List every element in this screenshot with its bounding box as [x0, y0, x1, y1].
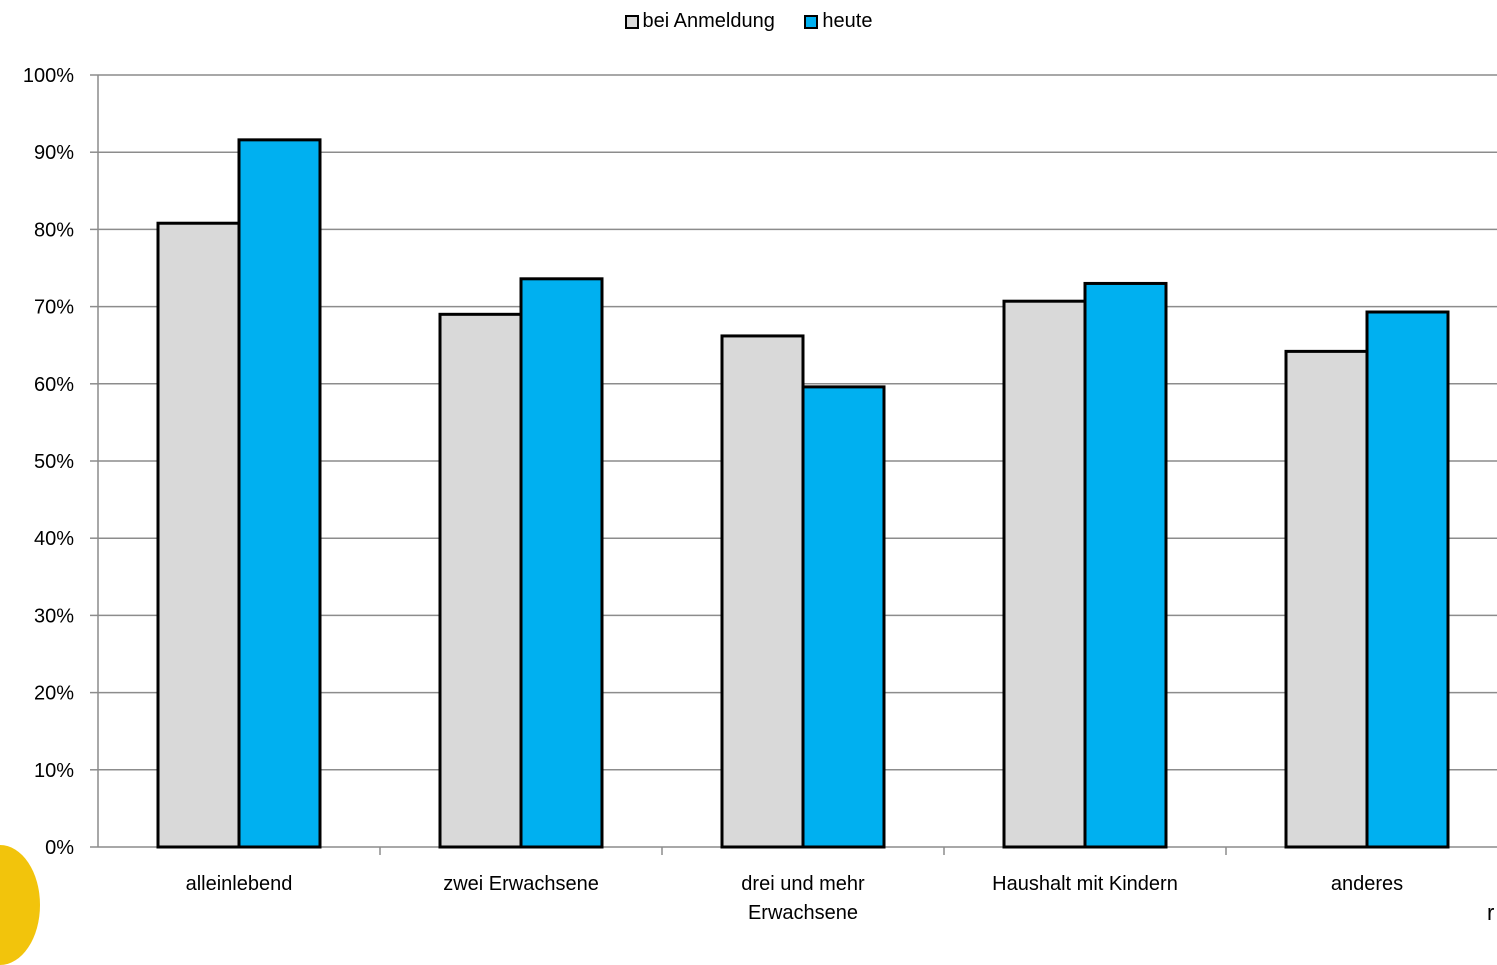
x-tick-label: alleinlebend [186, 873, 293, 895]
y-tick-label: 0% [45, 837, 74, 859]
bar [1284, 349, 1369, 849]
x-tick-label: Erwachsene [748, 902, 858, 924]
bar [1002, 299, 1087, 849]
bar [1365, 310, 1450, 849]
bar [156, 221, 241, 849]
x-tick-label: Haushalt mit Kindern [992, 873, 1178, 895]
y-tick-label: 30% [34, 605, 74, 627]
y-tick-label: 90% [34, 142, 74, 164]
legend-swatch-gray-icon [624, 15, 639, 29]
corner-text: r [1487, 900, 1495, 925]
y-tick-label: 50% [34, 451, 74, 473]
legend-label-bei-anmeldung: bei Anmeldung [642, 10, 775, 32]
y-tick-label: 100% [23, 65, 74, 87]
y-tick-label: 60% [34, 374, 74, 396]
legend-item-bei-anmeldung: bei Anmeldung [624, 10, 775, 33]
bar [1083, 281, 1168, 849]
x-tick-label: zwei Erwachsene [443, 873, 599, 895]
legend: bei Anmeldung heute [0, 10, 1497, 33]
legend-label-heute: heute [822, 10, 873, 32]
bar [801, 385, 886, 849]
y-tick-label: 40% [34, 528, 74, 550]
bar [519, 277, 604, 849]
x-tick-label: anderes [1331, 873, 1403, 895]
bar-chart: 0% 10% 20% 30% 40% 50% 60% 70% 80% 90% 100% alleinl… [23, 65, 1497, 924]
y-tick-label: 10% [34, 760, 74, 782]
bar [720, 334, 805, 849]
x-tick-label: drei und mehr [741, 873, 865, 895]
y-tick-label: 70% [34, 297, 74, 319]
legend-swatch-blue-icon [804, 15, 819, 29]
bar [237, 138, 322, 849]
legend-item-heute: heute [804, 10, 872, 33]
bar [438, 312, 523, 849]
y-tick-label: 80% [34, 219, 74, 241]
y-tick-label: 20% [34, 683, 74, 705]
